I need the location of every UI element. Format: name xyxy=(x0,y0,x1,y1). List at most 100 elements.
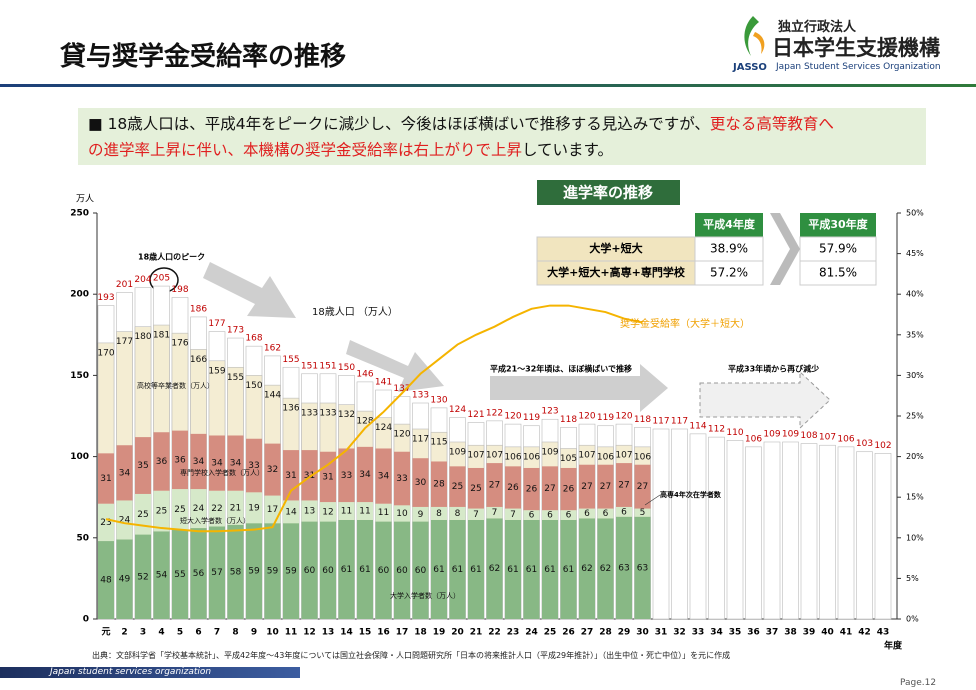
value-label: 10 xyxy=(396,509,408,519)
table-row-label: 大学+短大+高専+専門学校 xyxy=(547,265,686,279)
bar xyxy=(449,466,466,507)
bar xyxy=(523,510,540,520)
value-label: 120 xyxy=(578,412,595,422)
value-label: 61 xyxy=(452,565,463,575)
x-unit: 年度 xyxy=(884,640,903,652)
value-label: 112 xyxy=(708,425,725,435)
bar xyxy=(209,435,225,491)
x-tick-label: 9 xyxy=(251,628,257,638)
value-label: 151 xyxy=(301,361,318,371)
value-label: 61 xyxy=(359,565,370,575)
bar xyxy=(209,490,225,527)
value-label: 150 xyxy=(338,363,355,373)
bullet-text: しています。 xyxy=(522,141,614,159)
bar xyxy=(708,436,725,620)
table-header: 平成4年度 xyxy=(703,217,756,231)
logo-mark xyxy=(744,16,765,56)
value-label: 27 xyxy=(637,482,648,492)
bar xyxy=(116,445,133,501)
value-label: 176 xyxy=(171,339,188,349)
series-label: 専門学校入学者数（万人） xyxy=(180,468,264,477)
footer-org: Japan student services organization xyxy=(0,667,300,678)
value-label: 8 xyxy=(455,509,461,519)
value-label: 198 xyxy=(171,285,188,295)
value-label: 106 xyxy=(634,452,651,462)
value-label: 9 xyxy=(418,510,424,520)
y2-tick-label: 50% xyxy=(906,209,924,218)
arrow xyxy=(203,262,296,318)
bar xyxy=(357,519,373,619)
bar xyxy=(190,489,207,529)
value-label: 110 xyxy=(726,428,743,438)
bar xyxy=(301,521,318,619)
bar xyxy=(375,448,392,504)
bar xyxy=(116,500,133,540)
value-label: 23 xyxy=(100,518,111,528)
cell xyxy=(536,236,696,262)
bar xyxy=(227,435,244,491)
x-tick-label: 21 xyxy=(470,628,483,638)
bar xyxy=(98,453,114,504)
x-tick-label: 23 xyxy=(507,628,520,638)
x-tick-label: 16 xyxy=(377,628,390,638)
value-label: 133 xyxy=(319,409,336,419)
value-label: 117 xyxy=(671,416,688,426)
logo-text: 日本学生支援機構 xyxy=(772,36,940,60)
leader-line xyxy=(644,494,661,506)
value-label: 117 xyxy=(412,434,429,444)
value-label: 186 xyxy=(190,304,207,314)
header-rule xyxy=(0,84,976,87)
value-label: 36 xyxy=(174,455,186,465)
value-label: 119 xyxy=(597,413,614,423)
bar xyxy=(800,443,818,620)
x-tick-label: 4 xyxy=(158,628,164,638)
bullet-text: ■ 18歳人口は、平成4年をピークに減少し、今後はほぼ横ばいで推移する見込みです… xyxy=(88,115,710,133)
annotation: 高専4年次在学者数 xyxy=(660,490,722,499)
value-label: 52 xyxy=(137,572,148,582)
y-tick-label: 200 xyxy=(70,290,89,300)
bar xyxy=(153,490,170,532)
x-tick-label: 10 xyxy=(266,628,279,638)
x-tick-label: 27 xyxy=(581,628,594,638)
value-label: 107 xyxy=(578,451,595,461)
value-label: 122 xyxy=(486,408,503,418)
table-cell: 57.9% xyxy=(819,242,857,256)
bar xyxy=(283,523,299,619)
bar xyxy=(264,495,281,524)
value-label: 11 xyxy=(359,507,370,517)
bullet-text: の進学率上昇に伴い、本機構の奨学金受給率は右上がりで上昇 xyxy=(88,141,523,159)
bar xyxy=(190,528,207,619)
x-tick-label: 43 xyxy=(877,628,890,638)
bar xyxy=(172,430,188,490)
value-label: 48 xyxy=(100,576,112,586)
bar xyxy=(468,519,484,619)
annotation: 平成33年頃から再び減少 xyxy=(728,364,819,374)
bar xyxy=(505,466,521,509)
value-label: 124 xyxy=(449,405,466,415)
bar xyxy=(523,519,540,619)
bar xyxy=(246,438,262,493)
bar xyxy=(375,503,392,522)
value-label: 34 xyxy=(193,457,205,467)
y2-tick-label: 25% xyxy=(906,412,924,421)
bar xyxy=(172,529,188,619)
x-tick-label: 38 xyxy=(784,628,797,638)
value-label: 109 xyxy=(782,429,799,439)
value-label: 27 xyxy=(544,484,555,494)
value-label: 103 xyxy=(856,439,873,449)
bar xyxy=(486,463,503,507)
value-label: 35 xyxy=(137,461,148,471)
series-label: 高校等卒業者数（万人） xyxy=(137,381,214,390)
value-label: 14 xyxy=(285,507,297,517)
value-label: 108 xyxy=(800,431,817,441)
y2-tick-label: 35% xyxy=(906,330,924,339)
value-label: 61 xyxy=(563,565,574,575)
x-tick-label: 33 xyxy=(692,628,705,638)
value-label: 121 xyxy=(467,410,484,420)
cell xyxy=(536,260,696,286)
value-label: 162 xyxy=(264,343,281,353)
x-tick-label: 34 xyxy=(710,628,723,638)
annotation: 平成21～32年頃は、ほぼ横ばいで推移 xyxy=(490,364,632,374)
bar xyxy=(856,451,873,620)
y-tick-label: 0 xyxy=(83,615,89,625)
